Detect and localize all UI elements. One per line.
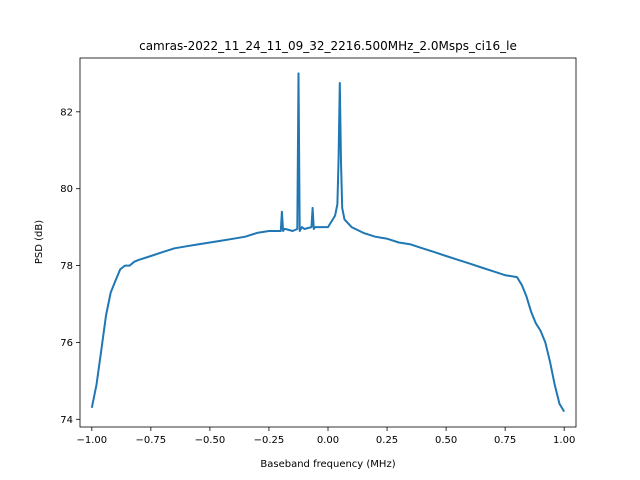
y-tick-label: 78 xyxy=(60,261,73,272)
x-axis-label: Baseband frequency (MHz) xyxy=(260,459,395,470)
chart-title: camras-2022_11_24_11_09_32_2216.500MHz_2… xyxy=(139,39,517,53)
psd-series-line xyxy=(90,72,566,413)
x-axis-ticks: −1.00 −0.75 −0.50 −0.25 0.00 0.25 0.50 0.75 1.00 xyxy=(76,427,575,446)
x-tick-label: −0.50 xyxy=(195,435,226,446)
series-layer xyxy=(90,72,566,413)
x-tick-label: −0.75 xyxy=(136,435,167,446)
x-tick-label: 0.25 xyxy=(376,435,398,446)
x-tick-label: 1.00 xyxy=(553,435,575,446)
x-tick-label: −1.00 xyxy=(76,435,107,446)
y-tick-label: 82 xyxy=(60,107,73,118)
x-tick-label: 0.50 xyxy=(435,435,457,446)
plot-frame xyxy=(79,57,577,428)
y-axis-ticks: 74 76 78 80 82 xyxy=(60,107,80,426)
y-tick-label: 74 xyxy=(60,415,73,426)
plot-area xyxy=(80,58,576,427)
y-tick-label: 80 xyxy=(60,184,73,195)
x-tick-label: −0.25 xyxy=(254,435,285,446)
x-tick-label: 0.75 xyxy=(494,435,516,446)
x-tick-label: 0.00 xyxy=(317,435,339,446)
y-tick-label: 76 xyxy=(60,338,73,349)
y-axis-label: PSD (dB) xyxy=(34,220,45,264)
